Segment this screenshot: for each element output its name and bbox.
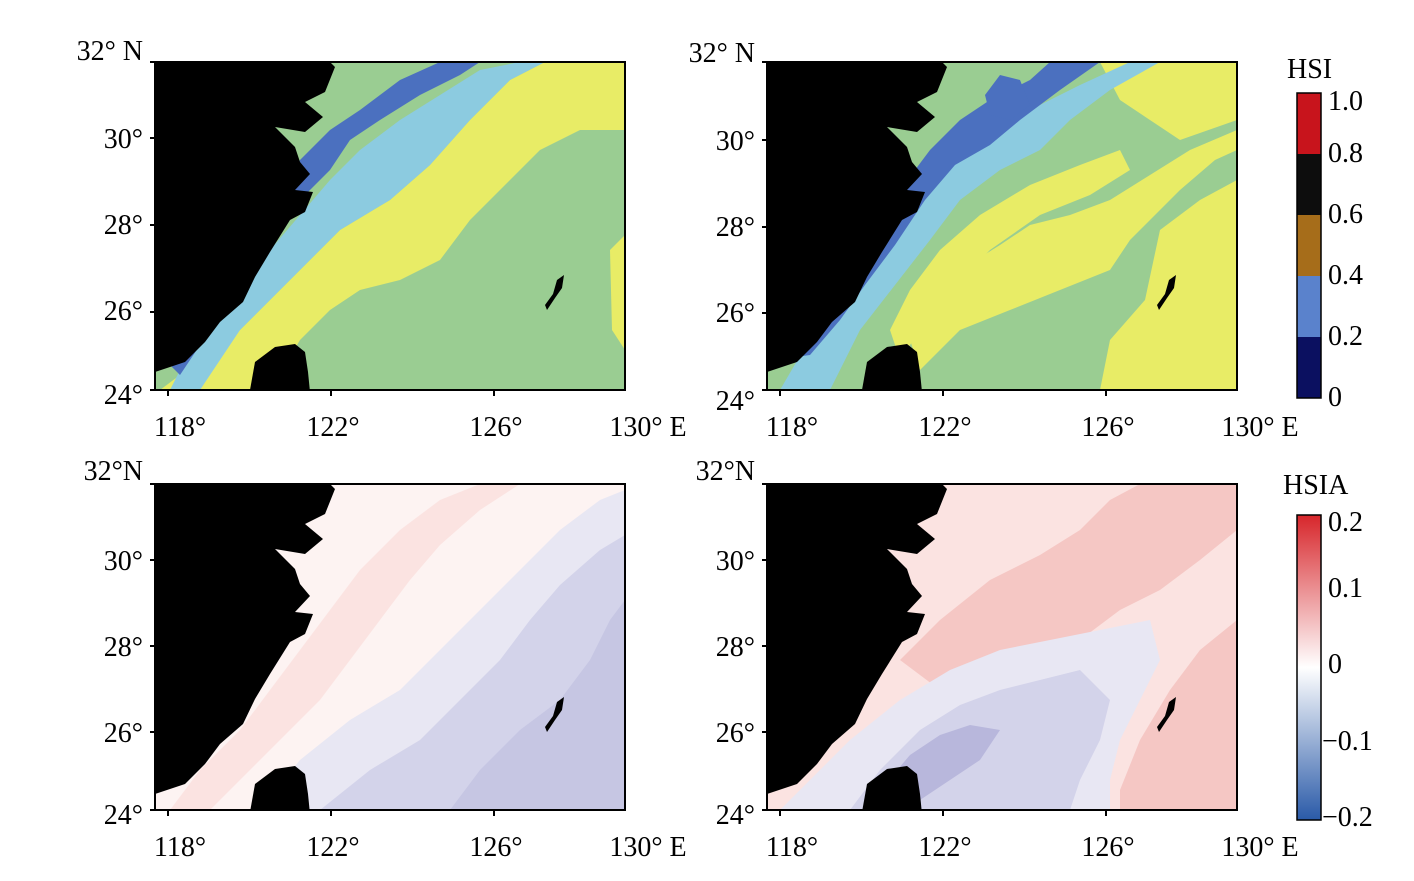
hsi-zone-yellow	[160, 62, 625, 390]
hsi-zone-lightblue	[170, 62, 545, 390]
lat-tick: 30°	[716, 126, 755, 157]
panel-normal-hsi: 正常气候 normal	[154, 61, 626, 391]
panel-label-zh: 正常气候	[168, 572, 288, 605]
colorbar-segment	[1297, 337, 1321, 398]
axis-ticks-bottom-left: 32°N 30° 28° 26° 24° 118° 122° 126° 130°…	[84, 456, 687, 863]
colorbar-tick: 0.4	[1328, 260, 1363, 291]
colorbar-tick: −0.1	[1322, 726, 1373, 757]
colorbar-tick: 0	[1328, 649, 1342, 680]
lon-tick: 126°	[1081, 832, 1134, 863]
lat-tick: 28°	[104, 632, 143, 663]
lat-tick: 28°	[716, 632, 755, 663]
lat-tick: 28°	[104, 210, 143, 241]
tick-marks	[150, 61, 1107, 816]
colorbar-title: HSI	[1287, 54, 1332, 85]
lat-tick: 30°	[104, 546, 143, 577]
panel-label-en: normal	[165, 188, 250, 221]
colorbar-tick: −0.2	[1322, 802, 1373, 833]
hsi-zone-yellow-central	[910, 130, 1237, 370]
colorbar-gradient	[1296, 514, 1322, 821]
hsi-zone-darkblue-patch	[985, 75, 1030, 120]
panel-label-zh: 拉尼娜	[780, 154, 870, 187]
lon-tick: 130° E	[609, 832, 686, 863]
colorbar-title: HSIA	[1283, 470, 1349, 501]
lon-tick: 122°	[918, 412, 971, 443]
panel-normal-hsia: 正常气候 normal	[154, 483, 626, 811]
colorbar-tick: 1.0	[1328, 86, 1363, 117]
lon-tick: 118°	[154, 412, 206, 443]
lon-tick: 118°	[766, 832, 818, 863]
lon-tick: 118°	[154, 832, 206, 863]
lon-tick: 130° E	[609, 412, 686, 443]
lat-tick: 32°N	[696, 456, 755, 487]
colorbar-tick: 0.2	[1328, 321, 1363, 352]
lat-tick: 26°	[104, 718, 143, 749]
lat-tick: 24°	[104, 800, 143, 831]
lon-tick: 130° E	[1221, 832, 1298, 863]
panel-lanina-hsi: 拉尼娜 La Niña	[766, 61, 1238, 391]
hsi-zone-yellow-east	[610, 235, 625, 350]
colorbar-segment	[1297, 276, 1321, 337]
lon-tick: 126°	[1081, 412, 1134, 443]
lat-tick: 26°	[716, 298, 755, 329]
panel-label-en: normal	[168, 610, 253, 643]
axis-ticks-top-left: 32° N 30° 28° 26° 24° 118° 122° 126° 130…	[77, 36, 687, 443]
lat-tick: 32° N	[77, 36, 143, 67]
lat-tick: 24°	[104, 380, 143, 411]
colorbar-segment	[1297, 154, 1321, 215]
hsia-zone-pos-east	[1120, 620, 1237, 810]
hsia-zone-pos	[170, 484, 520, 810]
lon-tick: 118°	[766, 412, 818, 443]
lon-tick: 126°	[469, 832, 522, 863]
panel-label-en: La Niña	[780, 614, 877, 647]
lon-tick: 122°	[306, 412, 359, 443]
hsia-zone-neg-strong	[450, 600, 625, 810]
panel-label-en: La Niña	[780, 190, 877, 223]
colorbar-tick: 0.8	[1328, 138, 1363, 169]
colorbar-segment	[1297, 93, 1321, 154]
lat-tick: 26°	[716, 718, 755, 749]
colorbar-hsi: HSI 1.0 0.8 0.6 0.4 0.2 0	[1287, 54, 1363, 413]
colorbar-frame	[1296, 92, 1322, 399]
lat-tick: 26°	[104, 296, 143, 327]
colorbar-tick: 0.1	[1328, 573, 1363, 604]
colorbar-tick: 0	[1328, 382, 1342, 413]
lat-tick: 24°	[716, 386, 755, 417]
lon-tick: 126°	[469, 412, 522, 443]
lon-tick: 122°	[306, 832, 359, 863]
lat-tick: 28°	[716, 212, 755, 243]
lat-tick: 32° N	[689, 38, 755, 69]
colorbar-tick: 0.6	[1328, 199, 1363, 230]
hsi-zone-lightblue	[780, 62, 1160, 390]
colorbar-tick: 0.2	[1328, 507, 1363, 538]
lat-tick: 30°	[104, 124, 143, 155]
hsia-zone-pos-strong	[900, 484, 1237, 690]
panel-lanina-hsia: 拉尼娜 La Niña	[766, 483, 1238, 811]
colorbar-hsia: HSIA 0.2 0.1 0 −0.1 −0.2	[1283, 470, 1373, 833]
hsi-zone-yellow-inner	[890, 150, 1130, 360]
axis-ticks-top-right: 32° N 30° 28° 26° 24° 118° 122° 126° 130…	[689, 38, 1299, 443]
panel-label-zh: 正常气候	[165, 150, 285, 183]
axis-ticks-bottom-right: 32°N 30° 28° 26° 24° 118° 122° 126° 130°…	[696, 456, 1299, 863]
colorbar-segment	[1297, 215, 1321, 276]
lat-tick: 30°	[716, 546, 755, 577]
lat-tick: 24°	[716, 800, 755, 831]
panel-label-zh: 拉尼娜	[780, 578, 870, 611]
lon-tick: 130° E	[1221, 412, 1298, 443]
lon-tick: 122°	[918, 832, 971, 863]
lat-tick: 32°N	[84, 456, 143, 487]
